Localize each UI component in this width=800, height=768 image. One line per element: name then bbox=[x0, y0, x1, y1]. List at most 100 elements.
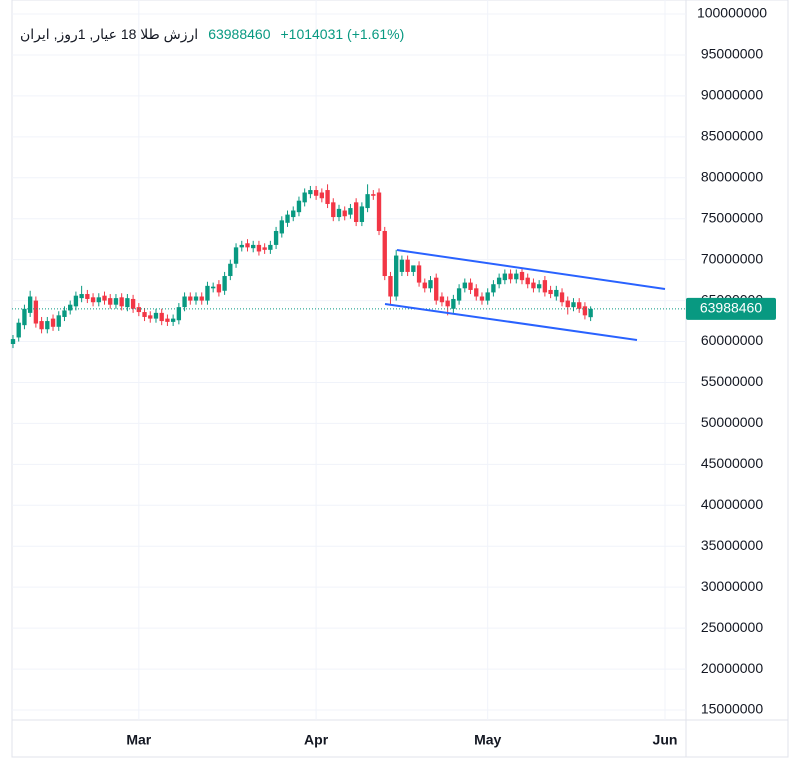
x-tick-label: Apr bbox=[304, 732, 329, 748]
candle-body bbox=[22, 308, 27, 326]
candle-body bbox=[468, 282, 473, 290]
candle-body bbox=[256, 244, 262, 252]
candle-body bbox=[382, 230, 387, 277]
candle-body bbox=[571, 302, 576, 308]
candle-body bbox=[313, 190, 319, 196]
candle-body bbox=[16, 322, 21, 338]
candle-body bbox=[199, 296, 204, 301]
candle-body bbox=[153, 312, 159, 319]
candle-body bbox=[102, 295, 107, 301]
candle-body bbox=[536, 284, 542, 289]
candle-body bbox=[130, 298, 136, 309]
candle-body bbox=[239, 244, 244, 248]
candle-body bbox=[434, 277, 439, 301]
candle-body bbox=[399, 259, 405, 272]
candle-body bbox=[359, 206, 365, 222]
y-tick-label: 35000000 bbox=[701, 537, 764, 553]
candle-body bbox=[519, 271, 525, 281]
candle-body bbox=[210, 286, 216, 289]
candle-body bbox=[193, 296, 199, 301]
candle-body bbox=[588, 308, 593, 318]
candle-body bbox=[411, 265, 416, 272]
candle-body bbox=[582, 306, 588, 316]
candle-body bbox=[176, 307, 182, 321]
candle-body bbox=[559, 292, 565, 303]
x-tick-label: May bbox=[474, 732, 501, 748]
chart-frame bbox=[11, 0, 789, 758]
y-tick-label: 20000000 bbox=[701, 660, 764, 676]
candle-body bbox=[245, 243, 250, 248]
candle-body bbox=[142, 312, 147, 317]
candle-body bbox=[308, 190, 313, 195]
y-tick-label: 25000000 bbox=[701, 619, 764, 635]
candle-body bbox=[10, 339, 16, 344]
candle-body bbox=[136, 307, 141, 313]
candle-body bbox=[50, 318, 56, 327]
candle-body bbox=[331, 202, 336, 218]
y-tick-label: 80000000 bbox=[701, 168, 764, 184]
legend-change: +1014031 (+1.61%) bbox=[280, 26, 405, 42]
trend-line-upper bbox=[396, 249, 666, 290]
grid bbox=[12, 0, 686, 720]
y-tick-label: 50000000 bbox=[701, 414, 764, 430]
candle-body bbox=[428, 280, 433, 289]
candle-body bbox=[376, 192, 382, 231]
legend-title: ارزش طلا 18 عیار, 1روز, ایران bbox=[20, 26, 199, 42]
candle-body bbox=[336, 208, 342, 218]
candle-body bbox=[394, 255, 399, 297]
trend-line-lower bbox=[384, 303, 638, 341]
y-tick-label: 75000000 bbox=[701, 209, 764, 225]
candle-body bbox=[531, 282, 536, 289]
last-price-box bbox=[686, 297, 776, 320]
candle-body bbox=[45, 321, 50, 330]
legend: ارزش طلا 18 عیار, 1روز, ایران 63988460 +… bbox=[20, 24, 404, 44]
candle-body bbox=[159, 312, 164, 322]
candle-body bbox=[73, 295, 79, 307]
y-tick-label: 85000000 bbox=[701, 128, 764, 144]
candle-body bbox=[148, 315, 153, 319]
x-tick-label: Mar bbox=[126, 732, 151, 748]
candle-body bbox=[165, 318, 170, 322]
candle-body bbox=[125, 298, 130, 308]
candle-body bbox=[291, 210, 296, 218]
candle-body bbox=[273, 230, 279, 245]
candle-body bbox=[554, 289, 559, 297]
y-tick-label: 60000000 bbox=[701, 332, 764, 348]
candle-body bbox=[205, 285, 210, 301]
candle-body bbox=[90, 297, 96, 303]
candle-body bbox=[182, 296, 187, 308]
candle-body bbox=[388, 276, 393, 297]
candle-body bbox=[577, 302, 582, 309]
y-tick-label: 55000000 bbox=[701, 373, 764, 389]
candle-body bbox=[56, 315, 61, 327]
candle-body bbox=[456, 288, 462, 301]
candle-body bbox=[422, 282, 427, 289]
candle-body bbox=[279, 220, 284, 234]
candle-body bbox=[233, 247, 239, 264]
candle-body bbox=[68, 304, 73, 311]
candle-body bbox=[33, 300, 39, 324]
candle-body bbox=[113, 298, 119, 305]
candle-body bbox=[85, 294, 90, 299]
candle-body bbox=[514, 273, 519, 280]
candle-body bbox=[188, 296, 193, 301]
candle-body bbox=[502, 273, 508, 281]
candle-body bbox=[262, 247, 267, 250]
y-tick-label: 15000000 bbox=[701, 701, 764, 717]
candle-body bbox=[222, 276, 227, 291]
candle-body bbox=[508, 273, 513, 280]
candle-body bbox=[285, 214, 290, 223]
candle-body bbox=[491, 284, 496, 293]
candles bbox=[10, 184, 686, 349]
candle-body bbox=[445, 300, 450, 307]
candle-body bbox=[548, 289, 553, 295]
legend-price: 63988460 bbox=[208, 26, 271, 42]
candle-body bbox=[462, 282, 467, 289]
candle-body bbox=[348, 208, 353, 215]
candle-body bbox=[565, 300, 570, 308]
candle-body bbox=[485, 292, 490, 301]
y-tick-label: 90000000 bbox=[701, 87, 764, 103]
y-tick-label: 40000000 bbox=[701, 496, 764, 512]
